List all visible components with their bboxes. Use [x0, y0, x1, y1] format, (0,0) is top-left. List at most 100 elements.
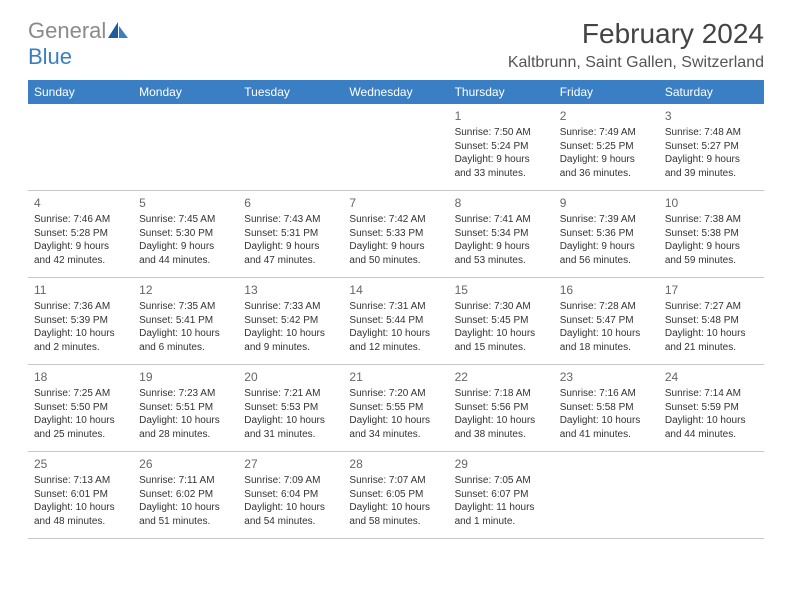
day-cell: 11Sunrise: 7:36 AMSunset: 5:39 PMDayligh… [28, 278, 133, 364]
sunset-line: Sunset: 6:05 PM [349, 488, 442, 502]
month-title: February 2024 [508, 18, 764, 50]
day-cell: 12Sunrise: 7:35 AMSunset: 5:41 PMDayligh… [133, 278, 238, 364]
daylight-line: Daylight: 10 hours and 48 minutes. [34, 501, 127, 528]
sunset-line: Sunset: 5:56 PM [455, 401, 548, 415]
weekday-header-cell: Saturday [659, 80, 764, 104]
daylight-line: Daylight: 10 hours and 9 minutes. [244, 327, 337, 354]
sunset-line: Sunset: 5:24 PM [455, 140, 548, 154]
day-number: 1 [455, 108, 548, 124]
day-cell: 7Sunrise: 7:42 AMSunset: 5:33 PMDaylight… [343, 191, 448, 277]
sunrise-line: Sunrise: 7:14 AM [665, 387, 758, 401]
daylight-line: Daylight: 10 hours and 2 minutes. [34, 327, 127, 354]
day-cell: 13Sunrise: 7:33 AMSunset: 5:42 PMDayligh… [238, 278, 343, 364]
day-cell: 28 Sunrise: 7:07 AMSunset: 6:05 PMDayligh… [343, 452, 448, 538]
day-number: 16 [560, 282, 653, 298]
sunrise-line: Sunrise: 7:49 AM [560, 126, 653, 140]
day-cell: 17Sunrise: 7:27 AMSunset: 5:48 PMDayligh… [659, 278, 764, 364]
daylight-line: Daylight: 10 hours and 41 minutes. [560, 414, 653, 441]
sunrise-line: Sunrise: 7:38 AM [665, 213, 758, 227]
day-cell: 25Sunrise: 7:13 AMSunset: 6:01 PMDayligh… [28, 452, 133, 538]
day-number: 23 [560, 369, 653, 385]
day-cell [28, 104, 133, 190]
sunset-line: Sunset: 5:45 PM [455, 314, 548, 328]
sunset-line: Sunset: 5:28 PM [34, 227, 127, 241]
sunset-line: Sunset: 5:51 PM [139, 401, 232, 415]
week-row: 25Sunrise: 7:13 AMSunset: 6:01 PMDayligh… [28, 451, 764, 538]
sunset-line: Sunset: 5:48 PM [665, 314, 758, 328]
sunset-line: Sunset: 5:47 PM [560, 314, 653, 328]
sunrise-line: Sunrise: 7:45 AM [139, 213, 232, 227]
daylight-line: Daylight: 10 hours and 15 minutes. [455, 327, 548, 354]
sunset-line: Sunset: 6:04 PM [244, 488, 337, 502]
day-cell: 5 Sunrise: 7:45 AMSunset: 5:30 PMDaylight… [133, 191, 238, 277]
day-cell [554, 452, 659, 538]
daylight-line: Daylight: 9 hours and 53 minutes. [455, 240, 548, 267]
sunrise-line: Sunrise: 7:11 AM [139, 474, 232, 488]
day-cell: 8Sunrise: 7:41 AMSunset: 5:34 PMDaylight… [449, 191, 554, 277]
day-cell: 9Sunrise: 7:39 AMSunset: 5:36 PMDaylight… [554, 191, 659, 277]
day-cell: 15Sunrise: 7:30 AMSunset: 5:45 PMDayligh… [449, 278, 554, 364]
week-row: 18Sunrise: 7:25 AMSunset: 5:50 PMDayligh… [28, 364, 764, 451]
day-number: 2 [560, 108, 653, 124]
sunrise-line: Sunrise: 7:23 AM [139, 387, 232, 401]
day-cell: 2Sunrise: 7:49 AMSunset: 5:25 PMDaylight… [554, 104, 659, 190]
daylight-line: Daylight: 9 hours and 59 minutes. [665, 240, 758, 267]
daylight-line: Daylight: 9 hours and 44 minutes. [139, 240, 232, 267]
day-cell: 19Sunrise: 7:23 AMSunset: 5:51 PMDayligh… [133, 365, 238, 451]
logo-text-blue: Blue [28, 44, 72, 69]
daylight-line: Daylight: 10 hours and 28 minutes. [139, 414, 232, 441]
day-cell: 3 Sunrise: 7:48 AMSunset: 5:27 PMDaylight… [659, 104, 764, 190]
day-cell: 1Sunrise: 7:50 AMSunset: 5:24 PMDaylight… [449, 104, 554, 190]
sunrise-line: Sunrise: 7:36 AM [34, 300, 127, 314]
day-number: 5 [139, 195, 232, 211]
sunrise-line: Sunrise: 7:27 AM [665, 300, 758, 314]
day-cell [238, 104, 343, 190]
day-cell [133, 104, 238, 190]
sunrise-line: Sunrise: 7:09 AM [244, 474, 337, 488]
sunset-line: Sunset: 5:41 PM [139, 314, 232, 328]
day-cell: 26Sunrise: 7:11 AMSunset: 6:02 PMDayligh… [133, 452, 238, 538]
sunrise-line: Sunrise: 7:35 AM [139, 300, 232, 314]
weekday-header-cell: Thursday [449, 80, 554, 104]
day-number: 21 [349, 369, 442, 385]
daylight-line: Daylight: 9 hours and 56 minutes. [560, 240, 653, 267]
day-number: 28 [349, 456, 442, 472]
day-cell: 10Sunrise: 7:38 AMSunset: 5:38 PMDayligh… [659, 191, 764, 277]
day-number: 11 [34, 282, 127, 298]
sunrise-line: Sunrise: 7:07 AM [349, 474, 442, 488]
logo-text-general: General [28, 18, 106, 43]
day-number: 22 [455, 369, 548, 385]
day-number: 10 [665, 195, 758, 211]
sunrise-line: Sunrise: 7:48 AM [665, 126, 758, 140]
title-block: February 2024 Kaltbrunn, Saint Gallen, S… [508, 18, 764, 72]
sunset-line: Sunset: 5:27 PM [665, 140, 758, 154]
daylight-line: Daylight: 10 hours and 54 minutes. [244, 501, 337, 528]
daylight-line: Daylight: 9 hours and 39 minutes. [665, 153, 758, 180]
day-number: 9 [560, 195, 653, 211]
sunrise-line: Sunrise: 7:25 AM [34, 387, 127, 401]
day-cell: 29Sunrise: 7:05 AMSunset: 6:07 PMDayligh… [449, 452, 554, 538]
day-number: 15 [455, 282, 548, 298]
location: Kaltbrunn, Saint Gallen, Switzerland [508, 54, 764, 72]
sunset-line: Sunset: 5:44 PM [349, 314, 442, 328]
sunrise-line: Sunrise: 7:21 AM [244, 387, 337, 401]
day-cell [659, 452, 764, 538]
day-cell: 14Sunrise: 7:31 AMSunset: 5:44 PMDayligh… [343, 278, 448, 364]
day-number: 14 [349, 282, 442, 298]
daylight-line: Daylight: 10 hours and 51 minutes. [139, 501, 232, 528]
day-cell: 24Sunrise: 7:14 AMSunset: 5:59 PMDayligh… [659, 365, 764, 451]
sunrise-line: Sunrise: 7:43 AM [244, 213, 337, 227]
sunset-line: Sunset: 5:30 PM [139, 227, 232, 241]
sunset-line: Sunset: 6:02 PM [139, 488, 232, 502]
sunset-line: Sunset: 5:59 PM [665, 401, 758, 415]
daylight-line: Daylight: 10 hours and 31 minutes. [244, 414, 337, 441]
sunrise-line: Sunrise: 7:41 AM [455, 213, 548, 227]
daylight-line: Daylight: 10 hours and 21 minutes. [665, 327, 758, 354]
day-number: 3 [665, 108, 758, 124]
daylight-line: Daylight: 10 hours and 58 minutes. [349, 501, 442, 528]
sunset-line: Sunset: 5:42 PM [244, 314, 337, 328]
day-cell: 4Sunrise: 7:46 AMSunset: 5:28 PMDaylight… [28, 191, 133, 277]
week-row: 11Sunrise: 7:36 AMSunset: 5:39 PMDayligh… [28, 277, 764, 364]
day-number: 20 [244, 369, 337, 385]
sunset-line: Sunset: 5:36 PM [560, 227, 653, 241]
